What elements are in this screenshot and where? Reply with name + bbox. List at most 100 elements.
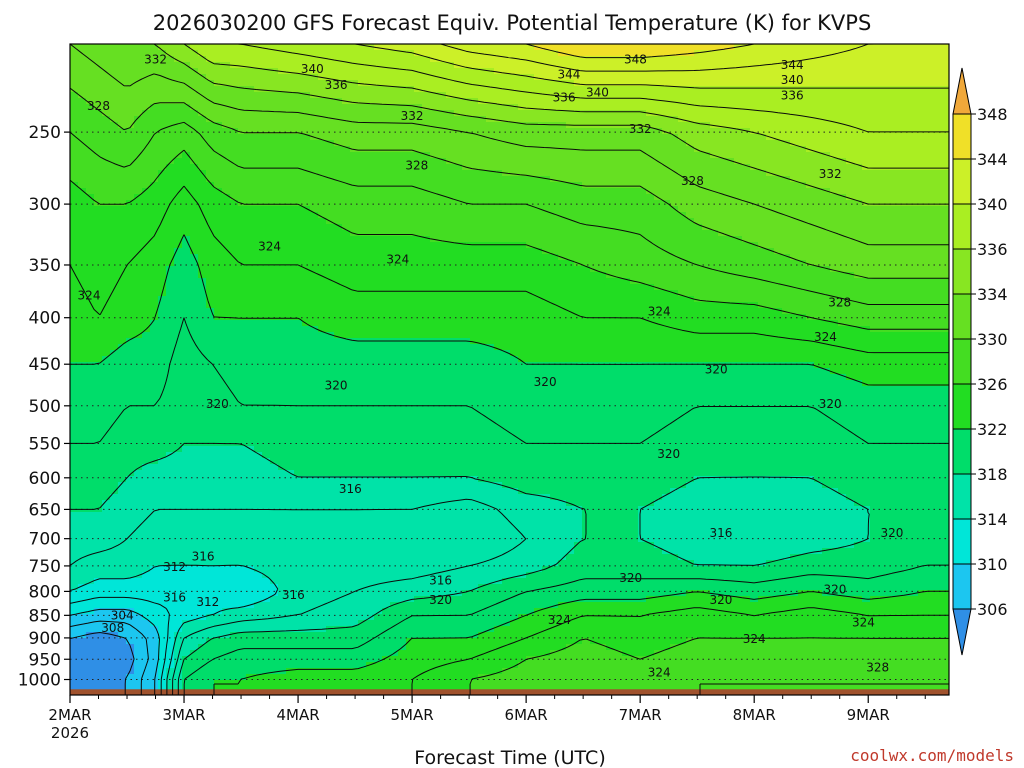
- heatmap-cell: [198, 80, 207, 87]
- heatmap-cell: [102, 68, 111, 75]
- heatmap-cell: [350, 680, 359, 687]
- heatmap-cell: [366, 572, 375, 579]
- heatmap-cell: [102, 470, 111, 477]
- heatmap-cell: [326, 632, 335, 639]
- heatmap-cell: [150, 50, 159, 57]
- heatmap-cell: [198, 236, 207, 243]
- heatmap-cell: [246, 524, 255, 531]
- heatmap-cell: [262, 620, 271, 627]
- heatmap-cell: [166, 98, 175, 105]
- heatmap-cell: [262, 182, 271, 189]
- heatmap-cell: [230, 242, 239, 249]
- heatmap-cell: [118, 626, 127, 633]
- heatmap-cell: [238, 230, 247, 237]
- heatmap-cell: [398, 218, 407, 225]
- heatmap-cell: [230, 212, 239, 219]
- heatmap-cell: [150, 170, 159, 177]
- heatmap-cell: [150, 122, 159, 129]
- heatmap-cell: [238, 320, 247, 327]
- heatmap-cell: [414, 680, 423, 687]
- heatmap-cell: [286, 248, 295, 255]
- heatmap-cell: [70, 284, 79, 291]
- heatmap-cell: [150, 470, 159, 477]
- heatmap-cell: [238, 194, 247, 201]
- heatmap-cell: [374, 464, 383, 471]
- heatmap-cell: [318, 158, 327, 165]
- heatmap-cell: [254, 674, 263, 681]
- heatmap-cell: [422, 524, 431, 531]
- heatmap-cell: [166, 614, 175, 621]
- heatmap-cell: [430, 104, 439, 111]
- heatmap-cell: [118, 590, 127, 597]
- heatmap-cell: [222, 392, 231, 399]
- heatmap-cell: [366, 596, 375, 603]
- heatmap-cell: [334, 62, 343, 69]
- heatmap-cell: [270, 164, 279, 171]
- heatmap-cell: [254, 212, 263, 219]
- heatmap-cell: [190, 44, 199, 51]
- heatmap-cell: [110, 482, 119, 489]
- heatmap-cell: [406, 500, 415, 507]
- heatmap-cell: [246, 650, 255, 657]
- heatmap-cell: [286, 218, 295, 225]
- heatmap-cell: [206, 158, 215, 165]
- heatmap-cell: [294, 404, 303, 411]
- heatmap-cell: [166, 218, 175, 225]
- heatmap-cell: [102, 602, 111, 609]
- heatmap-cell: [278, 242, 287, 249]
- heatmap-cell: [222, 470, 231, 477]
- heatmap-cell: [270, 290, 279, 297]
- heatmap-cell: [214, 470, 223, 477]
- heatmap-cell: [310, 98, 319, 105]
- heatmap-cell: [190, 668, 199, 675]
- heatmap-cell: [302, 434, 311, 441]
- heatmap-cell: [374, 518, 383, 525]
- heatmap-cell: [102, 146, 111, 153]
- heatmap-cell: [406, 386, 415, 393]
- heatmap-cell: [262, 188, 271, 195]
- heatmap-cell: [334, 494, 343, 501]
- heatmap-cell: [430, 386, 439, 393]
- heatmap-cell: [78, 158, 87, 165]
- heatmap-cell: [198, 404, 207, 411]
- heatmap-cell: [254, 134, 263, 141]
- heatmap-cell: [374, 332, 383, 339]
- heatmap-cell: [342, 164, 351, 171]
- heatmap-cell: [342, 308, 351, 315]
- heatmap-cell: [366, 242, 375, 249]
- heatmap-cell: [406, 308, 415, 315]
- heatmap-cell: [310, 404, 319, 411]
- heatmap-cell: [198, 458, 207, 465]
- heatmap-cell: [350, 512, 359, 519]
- heatmap-cell: [166, 350, 175, 357]
- heatmap-cell: [270, 524, 279, 531]
- heatmap-cell: [382, 290, 391, 297]
- heatmap-cell: [270, 332, 279, 339]
- heatmap-cell: [102, 638, 111, 645]
- heatmap-cell: [222, 116, 231, 123]
- heatmap-cell: [334, 566, 343, 573]
- heatmap-cell: [230, 560, 239, 567]
- heatmap-cells: [70, 44, 949, 695]
- heatmap-cell: [334, 296, 343, 303]
- heatmap-cell: [70, 620, 79, 627]
- heatmap-cell: [374, 146, 383, 153]
- heatmap-cell: [326, 464, 335, 471]
- heatmap-cell: [238, 212, 247, 219]
- heatmap-cell: [366, 662, 375, 669]
- heatmap-cell: [126, 626, 135, 633]
- heatmap-cell: [406, 482, 415, 489]
- heatmap-cell: [382, 608, 391, 615]
- heatmap-cell: [134, 506, 143, 513]
- heatmap-cell: [246, 494, 255, 501]
- heatmap-cell: [86, 110, 95, 117]
- heatmap-cell: [118, 518, 127, 525]
- heatmap-cell: [414, 590, 423, 597]
- heatmap-cell: [150, 140, 159, 147]
- heatmap-cell: [254, 188, 263, 195]
- heatmap-cell: [102, 518, 111, 525]
- heatmap-cell: [262, 374, 271, 381]
- heatmap-cell: [110, 158, 119, 165]
- heatmap-cell: [94, 44, 103, 51]
- heatmap-cell: [294, 398, 303, 405]
